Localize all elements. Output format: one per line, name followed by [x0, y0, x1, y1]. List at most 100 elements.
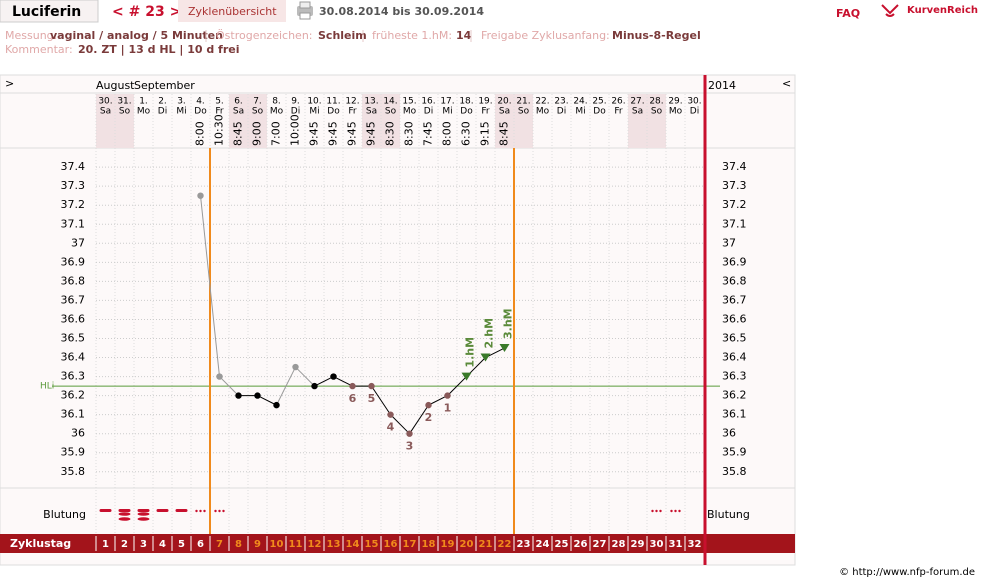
y-tick-label-right: 36.9 — [722, 255, 747, 268]
y-tick-label: 36.8 — [61, 274, 86, 287]
bleeding-mark — [99, 509, 112, 512]
temp-segment — [371, 385, 391, 415]
temp-segment — [200, 195, 220, 377]
weekend-shade — [248, 94, 267, 148]
date-label: 4. — [196, 97, 205, 107]
faq-link[interactable]: FAQ — [836, 7, 860, 20]
cycle-day: 15 — [365, 539, 379, 550]
y-tick-label: 36 — [71, 427, 85, 440]
cycle-day: 32 — [688, 539, 702, 550]
y-tick-label: 36.5 — [61, 331, 86, 344]
weekday-label: Do — [194, 107, 207, 117]
weekend-shade — [514, 94, 533, 148]
time-label: 6:30 — [460, 121, 473, 146]
temp-segment — [276, 366, 296, 406]
weekday-label: Di — [557, 107, 566, 117]
weekday-label: Fr — [481, 107, 490, 117]
bleeding-dot — [655, 509, 658, 513]
weekday-label: Di — [291, 107, 300, 117]
user-name: Luciferin — [12, 4, 81, 20]
weekday-label: Mi — [575, 107, 585, 117]
cycle-day: 9 — [254, 539, 261, 550]
date-label: 25. — [592, 97, 606, 107]
bleeding-oval — [118, 517, 131, 521]
bleeding-mark — [670, 509, 681, 513]
y-tick-label-right: 36.2 — [722, 389, 747, 402]
time-label: 10:30 — [213, 114, 226, 146]
time-label: 8:30 — [384, 121, 397, 146]
temp-segment — [390, 414, 410, 435]
temp-segment — [447, 376, 467, 396]
weekday-label: Mi — [442, 107, 452, 117]
brand-logo[interactable] — [881, 4, 899, 17]
nav-left[interactable]: > — [5, 77, 14, 90]
overview-link[interactable]: Zyklenübersicht — [188, 5, 277, 18]
cycle-nav[interactable]: < # 23 > — [112, 4, 181, 20]
date-label: 19. — [478, 97, 492, 107]
date-label: 16. — [421, 97, 435, 107]
y-tick-label-right: 35.8 — [722, 465, 747, 478]
comment-label: Kommentar: — [5, 43, 73, 56]
date-label: 18. — [459, 97, 473, 107]
y-tick-label: 37.3 — [61, 179, 86, 192]
bleeding-mark — [137, 509, 150, 521]
bleeding-dot — [203, 509, 206, 513]
temp-point — [461, 372, 472, 381]
y-tick-label-right: 37.2 — [722, 198, 747, 211]
title-box — [0, 0, 99, 23]
date-label: 20. — [497, 97, 511, 107]
bleeding-dash — [118, 509, 131, 512]
time-label: 8:45 — [498, 121, 511, 146]
count-label: 1 — [444, 402, 452, 415]
bleeding-oval — [118, 512, 131, 516]
weekday-label: So — [518, 107, 530, 117]
print-icon[interactable] — [297, 1, 313, 20]
weekend-shade — [96, 94, 115, 148]
info-label: Östrogenzeichen: — [216, 29, 313, 42]
y-tick-label: 37.2 — [61, 198, 86, 211]
cycle-day: 11 — [289, 539, 303, 550]
weekend-shade — [381, 94, 400, 148]
overview-tab[interactable] — [178, 0, 286, 22]
time-label: 7:45 — [422, 121, 435, 146]
time-label: 10:00 — [289, 114, 302, 146]
weekday-label: Mo — [270, 107, 284, 117]
temp-segment — [428, 395, 448, 406]
cycle-day: 16 — [384, 539, 398, 550]
cycle-day: 30 — [650, 539, 664, 550]
temp-segment — [409, 404, 429, 434]
time-label: 9:45 — [327, 121, 340, 146]
y-tick-label-right: 37 — [722, 236, 736, 249]
temp-point — [292, 363, 299, 371]
weekend-shade — [495, 94, 514, 148]
y-tick-label: 36.6 — [61, 312, 86, 325]
weekday-label: Sa — [366, 107, 377, 117]
year-label: 2014 — [708, 79, 736, 92]
bleeding-dash — [137, 509, 150, 512]
cycle-day: 17 — [403, 539, 417, 550]
temp-point — [216, 373, 223, 380]
date-label: 26. — [611, 97, 625, 107]
weekday-label: Mo — [536, 107, 550, 117]
weekday-label: So — [385, 107, 397, 117]
weekday-label: Do — [593, 107, 606, 117]
y-tick-label: 37.4 — [61, 160, 86, 173]
bleeding-mark — [118, 509, 131, 521]
bleeding-dot — [195, 509, 198, 513]
y-tick-label-right: 36.8 — [722, 274, 747, 287]
time-label: 9:00 — [251, 121, 264, 146]
bleeding-dash — [175, 509, 188, 512]
bleeding-dot — [222, 509, 225, 513]
weekday-label: So — [252, 107, 264, 117]
brand[interactable]: KurvenReich — [907, 5, 978, 16]
weekday-label: Mi — [176, 107, 186, 117]
time-label: 8:30 — [403, 121, 416, 146]
date-range: 30.08.2014 bis 30.09.2014 — [319, 5, 484, 18]
y-tick-label: 35.9 — [61, 446, 86, 459]
bleeding-mark — [195, 509, 206, 513]
temp-point — [480, 353, 491, 362]
date-label: 2. — [158, 97, 167, 107]
cycle-day: 14 — [346, 539, 360, 550]
cycle-day: 6 — [197, 539, 204, 550]
